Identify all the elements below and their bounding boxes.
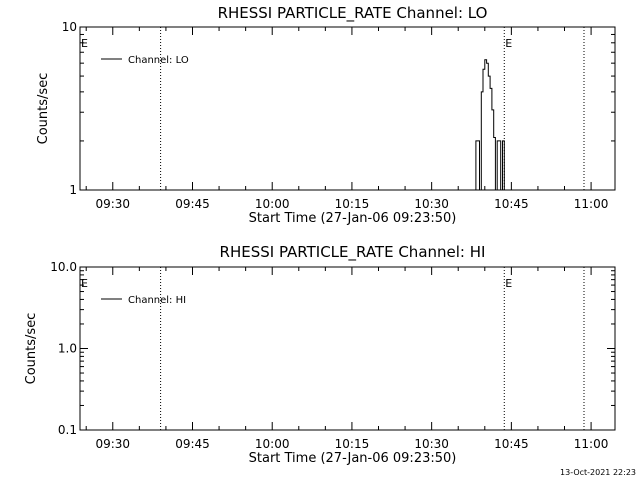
y-tick-label: 10.0: [50, 260, 77, 274]
x-tick-label: 11:00: [574, 197, 609, 211]
x-tick-label: 10:30: [414, 437, 449, 451]
y-tick-label: 1.0: [58, 342, 77, 356]
x-tick-label: 10:00: [255, 197, 290, 211]
y-tick-label: 0.1: [58, 423, 77, 437]
left-flag-label: E: [81, 37, 88, 50]
eclipse-flag-label: E: [505, 277, 512, 290]
x-tick-label: 10:15: [335, 437, 370, 451]
x-tick-label: 10:45: [494, 437, 529, 451]
timestamp-stamp: 13-Oct-2021 22:23: [560, 468, 636, 477]
legend-entry: Channel: HI: [128, 295, 186, 306]
legend-entry: Channel: LO: [128, 55, 189, 66]
x-tick-label: 10:30: [414, 197, 449, 211]
x-tick-label: 10:45: [494, 197, 529, 211]
y-axis-label: Counts/sec: [36, 73, 51, 145]
x-tick-label: 10:15: [335, 197, 370, 211]
x-tick-label: 09:45: [175, 197, 210, 211]
series-line: [474, 59, 507, 191]
x-tick-label: 10:00: [255, 437, 290, 451]
chart-panel-hi: RHESSI PARTICLE_RATE Channel: HI 09:30 09:…: [24, 243, 616, 466]
left-flag-label: E: [81, 277, 88, 290]
x-axis-label: Start Time (27-Jan-06 09:23:50): [249, 211, 457, 226]
x-tick-label: 09:30: [95, 437, 130, 451]
eclipse-flag-label: E: [505, 37, 512, 50]
plot-frame: [79, 26, 616, 191]
x-tick-label: 09:30: [95, 197, 130, 211]
chart-title: RHESSI PARTICLE_RATE Channel: HI: [220, 243, 486, 262]
chart-title: RHESSI PARTICLE_RATE Channel: LO: [218, 4, 488, 23]
y-tick-label: 10: [62, 20, 77, 34]
x-axis-label: Start Time (27-Jan-06 09:23:50): [249, 451, 457, 466]
y-axis-label: Counts/sec: [24, 313, 39, 385]
y-tick-label: 1: [69, 183, 77, 197]
x-tick-label: 11:00: [574, 437, 609, 451]
chart-panel-lo: RHESSI PARTICLE_RATE Channel: LO 09:30 09:…: [36, 4, 616, 226]
x-tick-label: 09:45: [175, 437, 210, 451]
